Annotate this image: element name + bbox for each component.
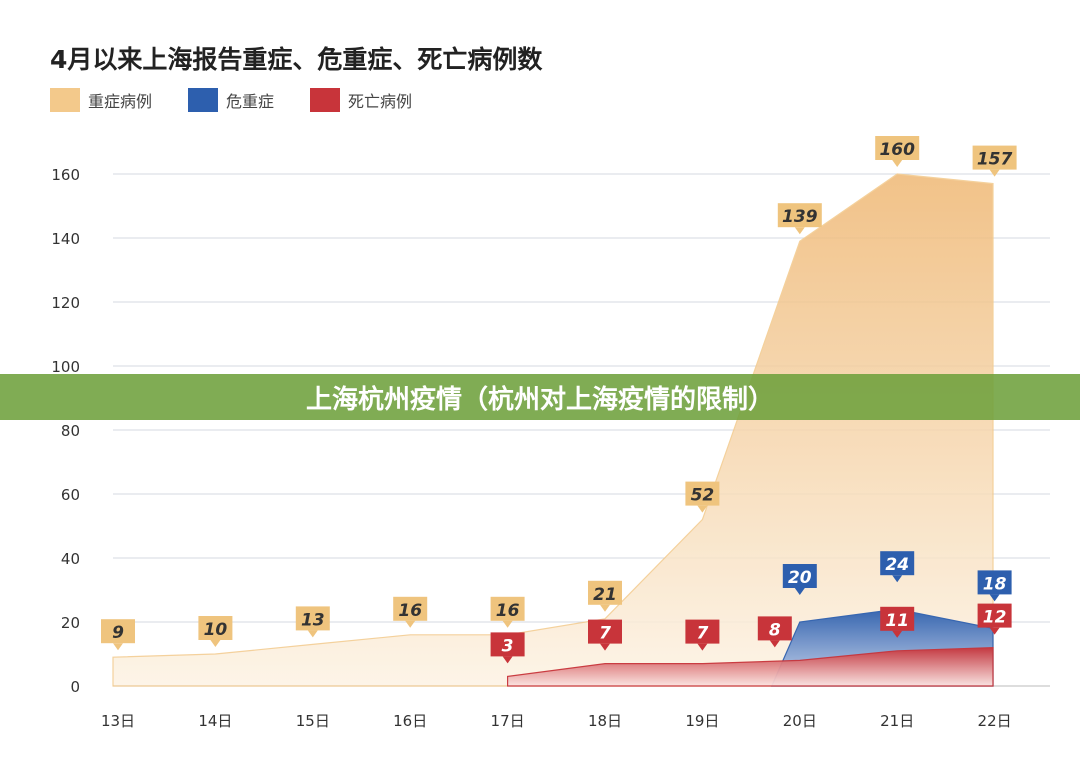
data-label: 16 — [398, 601, 422, 621]
y-tick-label: 0 — [70, 678, 80, 696]
y-tick-label: 140 — [51, 230, 80, 248]
data-label: 20 — [788, 568, 812, 588]
data-label-box — [977, 603, 1012, 628]
area-severe — [112, 173, 994, 687]
data-label-box — [977, 570, 1012, 595]
data-label-pointer — [113, 643, 123, 651]
data-label: 52 — [691, 486, 715, 506]
data-label: 16 — [496, 601, 520, 621]
legend-item-severe: 重症病例 — [50, 88, 152, 112]
overlay-banner: 上海杭州疫情（杭州对上海疫情的限制） — [0, 374, 1080, 420]
data-label-pointer — [600, 643, 610, 651]
data-label: 11 — [885, 611, 909, 631]
y-tick-label: 80 — [61, 422, 80, 440]
data-label-box — [782, 564, 817, 588]
x-tick-label: 17日 — [491, 712, 525, 730]
data-label: 18 — [983, 574, 1007, 594]
data-label: 8 — [769, 620, 781, 640]
data-label-pointer — [307, 630, 318, 638]
data-label-pointer — [405, 620, 416, 628]
y-tick-label: 160 — [51, 166, 80, 184]
y-tick-label: 60 — [61, 486, 80, 504]
data-label-pointer — [502, 656, 513, 664]
data-label-box — [198, 616, 233, 640]
x-tick-label: 16日 — [393, 712, 427, 730]
y-tick-label: 40 — [61, 550, 80, 568]
legend-swatch — [188, 88, 219, 112]
legend-item-critical: 危重症 — [188, 88, 274, 112]
data-label: 24 — [885, 555, 909, 575]
data-label-pointer — [892, 160, 903, 167]
data-label-pointer — [794, 588, 805, 595]
data-label: 12 — [983, 608, 1007, 628]
data-label-pointer — [502, 620, 513, 628]
data-label-box — [490, 632, 525, 657]
x-tick-label: 18日 — [588, 712, 622, 730]
legend-swatch — [50, 88, 80, 112]
data-label: 139 — [782, 207, 818, 227]
x-tick-label: 20日 — [783, 712, 817, 730]
data-label-pointer — [794, 227, 805, 235]
legend-label: 重症病例 — [88, 92, 153, 111]
x-tick-label: 19日 — [685, 712, 719, 730]
data-label-box — [875, 136, 920, 160]
y-tick-label: 120 — [51, 294, 80, 312]
data-label-pointer — [697, 643, 708, 651]
data-label-pointer — [989, 169, 1000, 177]
x-tick-label: 15日 — [296, 712, 330, 730]
legend-label: 死亡病例 — [348, 92, 413, 111]
legend-label: 危重症 — [226, 92, 275, 111]
legend: 重症病例 危重症 死亡病例 — [50, 88, 412, 112]
x-tick-label: 21日 — [880, 712, 914, 730]
data-label: 9 — [112, 623, 124, 643]
x-tick-label: 14日 — [198, 712, 232, 730]
data-label: 7 — [599, 624, 611, 644]
y-tick-label: 100 — [51, 358, 80, 376]
data-label-pointer — [697, 505, 708, 513]
data-label-box — [777, 203, 822, 228]
data-label: 160 — [879, 140, 915, 160]
data-label: 10 — [204, 620, 228, 640]
data-label: 7 — [696, 624, 708, 644]
data-label-pointer — [600, 604, 610, 612]
data-label-box — [101, 619, 135, 644]
legend-item-death: 死亡病例 — [310, 88, 412, 112]
area-death — [507, 646, 994, 687]
data-label: 21 — [593, 585, 617, 605]
legend-swatch — [310, 88, 341, 112]
x-tick-label: 13日 — [101, 712, 135, 730]
data-label-pointer — [769, 640, 780, 648]
data-label: 157 — [977, 150, 1013, 170]
data-label-pointer — [892, 630, 903, 638]
data-label-box — [757, 616, 792, 641]
data-label-pointer — [892, 575, 903, 583]
data-label-box — [490, 596, 525, 621]
data-label-box — [880, 606, 915, 631]
x-tick-label: 22日 — [978, 712, 1012, 730]
chart-title: 4月以来上海报告重症、危重症、死亡病例数 — [50, 45, 543, 74]
data-label: 13 — [301, 610, 325, 630]
data-label-box — [685, 619, 720, 644]
data-label-pointer — [989, 594, 1000, 602]
data-label: 3 — [502, 636, 514, 656]
data-label-pointer — [210, 640, 221, 647]
data-label-pointer — [989, 627, 1000, 635]
data-label-box — [393, 596, 428, 621]
data-label-box — [295, 606, 330, 631]
data-label-box — [685, 481, 720, 506]
data-label-box — [588, 580, 622, 605]
data-label-box — [588, 619, 622, 644]
y-tick-label: 20 — [61, 614, 80, 632]
data-label-box — [880, 551, 915, 576]
data-label-box — [972, 145, 1017, 170]
